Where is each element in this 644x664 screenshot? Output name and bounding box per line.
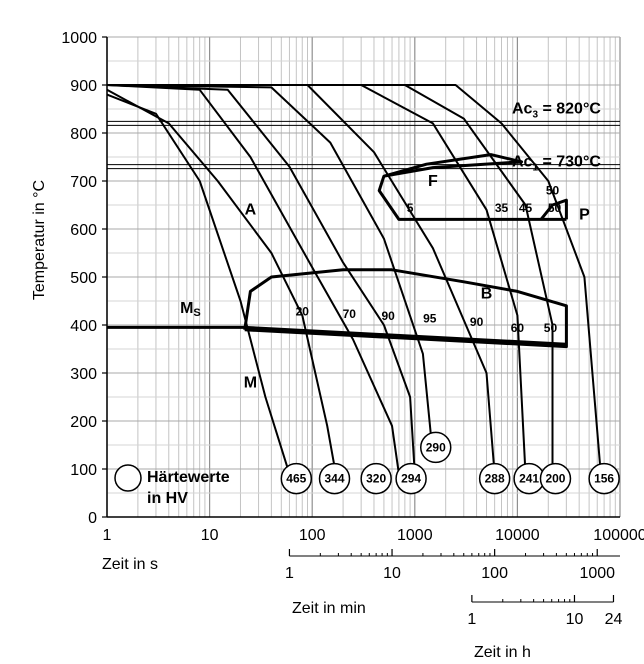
cooling-curves	[106, 84, 602, 475]
secondary-tick-label: 24	[605, 611, 623, 628]
hardness-circle	[588, 462, 620, 495]
x-tick-label: 1	[103, 527, 112, 544]
hardness-circle	[419, 431, 452, 464]
hardness-value: 290	[426, 440, 446, 454]
secondary-tick-label: 1000	[579, 565, 615, 582]
hardness-value: 344	[324, 472, 344, 486]
hardness-value: 156	[594, 472, 614, 486]
hardness-circle	[318, 462, 351, 495]
percent-label: 5	[407, 201, 414, 215]
percent-label: 35	[495, 201, 509, 215]
percent-label: 60	[511, 321, 525, 335]
reference-lines: Ac3 = 820°C Ac1 = 730°C	[107, 100, 620, 174]
region-f-boundary	[377, 153, 567, 221]
cooling-curve	[107, 84, 496, 474]
hardness-value: 465	[286, 472, 306, 486]
x-axis-label: Zeit in s	[102, 556, 158, 573]
y-tick-label: 500	[70, 270, 97, 287]
cooling-curve	[106, 84, 416, 474]
cooling-curve	[107, 84, 527, 474]
percent-label: 50	[544, 321, 558, 335]
hardness-circle	[539, 462, 572, 495]
percent-label: 70	[343, 307, 357, 321]
percent-label: 45	[519, 201, 533, 215]
hardness-circle	[478, 462, 511, 495]
hardness-legend-circle	[114, 464, 142, 492]
x-axis-label-h: Zeit in h	[474, 644, 531, 661]
x-tick-label: 10000	[495, 527, 540, 544]
cooling-curve	[106, 84, 400, 474]
x-axis-label-min: Zeit in min	[292, 600, 366, 617]
secondary-tick-label: 100	[481, 565, 508, 582]
x-tick-label: 10	[201, 527, 219, 544]
x-tick-label: 1000	[397, 527, 433, 544]
region-label: A	[245, 202, 257, 219]
y-tick-label: 900	[70, 78, 97, 95]
phase-regions	[107, 153, 568, 349]
secondary-tick-label: 10	[383, 565, 401, 582]
region-label: P	[579, 206, 590, 223]
cooling-curve	[106, 88, 337, 474]
y-tick-label: 300	[70, 366, 97, 383]
region-p-boundary	[539, 198, 568, 221]
ms-line	[107, 325, 567, 346]
percent-label: 90	[470, 315, 484, 329]
hardness-circle	[360, 462, 392, 495]
percent-label: 50	[546, 183, 560, 197]
hardness-legend: Härtewerte in HV	[114, 464, 230, 507]
region-label: F	[428, 173, 438, 190]
region-b-boundary	[243, 268, 568, 349]
cooling-curve	[107, 84, 602, 474]
hardness-legend-line2: in HV	[147, 490, 188, 507]
hardness-value: 320	[366, 472, 386, 486]
x-tick-label: 100000	[593, 527, 644, 544]
x-tick-label: 100	[299, 527, 326, 544]
axes: 0 100 200 300 400 500 600 700 800 900 1000 1 10 100 10…	[61, 30, 644, 628]
cooling-curve	[106, 84, 433, 441]
percent-label: 20	[296, 304, 310, 318]
y-tick-label: 600	[70, 222, 97, 239]
temperature-label: Ac3 = 820°C	[512, 100, 601, 120]
hardness-value: 294	[401, 472, 421, 486]
y-axis-label: Temperatur in °C	[31, 180, 48, 300]
y-tick-label: 100	[70, 462, 97, 479]
percent-label: 90	[381, 309, 395, 323]
hardness-value: 200	[545, 472, 565, 486]
y-tick-label: 1000	[61, 30, 97, 47]
y-tick-label: 0	[88, 510, 97, 527]
temperature-label: Ac1 = 730°C	[512, 154, 601, 174]
hardness-value: 288	[485, 472, 505, 486]
secondary-tick-label: 1	[285, 565, 294, 582]
hardness-circle	[280, 462, 313, 495]
percent-label: 50	[548, 201, 562, 215]
hardness-value: 241	[519, 472, 539, 486]
region-label: B	[481, 286, 493, 303]
cooling-curve	[106, 93, 291, 475]
y-tick-label: 400	[70, 318, 97, 335]
secondary-tick-label: 10	[566, 611, 584, 628]
secondary-tick-label: 1	[467, 611, 476, 628]
hardness-circle	[395, 462, 427, 495]
percent-label: 95	[423, 312, 437, 326]
y-tick-label: 700	[70, 174, 97, 191]
y-tick-label: 800	[70, 126, 97, 143]
region-label: M	[244, 374, 257, 391]
region-label: MS	[180, 300, 201, 319]
hardness-legend-line1: Härtewerte	[147, 469, 230, 486]
y-tick-label: 200	[70, 414, 97, 431]
